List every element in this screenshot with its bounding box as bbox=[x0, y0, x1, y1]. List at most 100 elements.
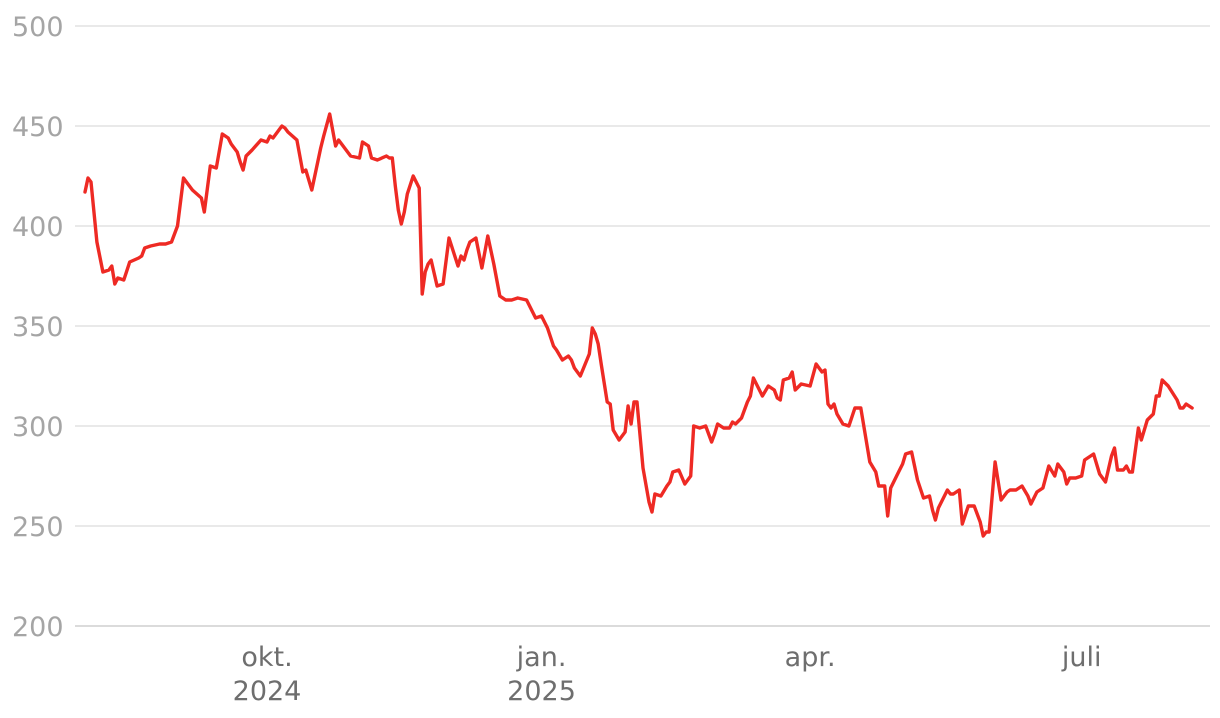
data-point bbox=[654, 493, 656, 495]
data-point bbox=[129, 261, 131, 263]
data-point bbox=[752, 377, 755, 379]
data-point bbox=[561, 359, 564, 361]
data-point bbox=[1116, 469, 1119, 471]
data-point bbox=[469, 241, 471, 243]
data-point bbox=[985, 531, 987, 533]
data-point bbox=[1158, 395, 1160, 397]
data-point bbox=[251, 149, 253, 151]
data-point bbox=[1084, 459, 1086, 461]
data-point bbox=[335, 145, 337, 147]
data-point bbox=[111, 265, 113, 267]
data-point bbox=[182, 177, 185, 179]
data-point bbox=[979, 521, 981, 523]
data-point bbox=[660, 495, 662, 497]
data-point bbox=[890, 487, 892, 489]
data-point bbox=[460, 255, 462, 257]
data-point bbox=[1128, 471, 1130, 473]
data-point bbox=[779, 399, 781, 401]
data-point bbox=[946, 489, 949, 491]
data-point bbox=[245, 155, 247, 157]
data-point bbox=[666, 485, 668, 487]
data-point bbox=[221, 133, 223, 135]
data-point bbox=[836, 413, 838, 415]
data-point bbox=[361, 141, 364, 143]
data-point bbox=[827, 403, 829, 405]
y-tick-label-500: 500 bbox=[12, 12, 64, 43]
data-point bbox=[430, 259, 432, 261]
data-point bbox=[860, 407, 862, 409]
data-point bbox=[305, 169, 307, 171]
data-point bbox=[191, 189, 193, 191]
data-point bbox=[731, 421, 734, 423]
data-point bbox=[406, 193, 408, 195]
data-point bbox=[723, 427, 725, 429]
y-tick-label-300: 300 bbox=[12, 412, 64, 443]
data-point bbox=[329, 113, 331, 115]
data-point bbox=[988, 531, 990, 533]
y-tick-label-350: 350 bbox=[12, 312, 64, 343]
data-point bbox=[869, 461, 871, 463]
data-point bbox=[878, 485, 880, 487]
series-line-0 bbox=[83, 112, 1194, 538]
data-point bbox=[1006, 491, 1008, 493]
data-point bbox=[755, 383, 758, 385]
data-point bbox=[937, 507, 940, 509]
data-point bbox=[418, 187, 420, 189]
data-point bbox=[958, 489, 960, 491]
data-point bbox=[117, 277, 119, 279]
data-point bbox=[1009, 489, 1011, 491]
data-point bbox=[287, 131, 289, 133]
y-tick-label-450: 450 bbox=[12, 112, 64, 143]
data-point bbox=[203, 211, 205, 213]
data-point bbox=[176, 225, 179, 227]
data-point bbox=[350, 155, 352, 157]
data-point bbox=[108, 269, 110, 271]
data-point bbox=[481, 267, 483, 269]
gridlines bbox=[75, 25, 1210, 627]
data-point bbox=[526, 299, 528, 301]
data-point bbox=[788, 377, 790, 379]
data-point bbox=[200, 197, 202, 199]
y-axis-tick-labels: 500 450 400 350 300 250 200 bbox=[12, 12, 64, 643]
data-point bbox=[344, 147, 346, 149]
data-point bbox=[376, 159, 378, 161]
data-point bbox=[242, 169, 244, 171]
data-point bbox=[693, 425, 695, 427]
data-point bbox=[746, 401, 749, 403]
data-point bbox=[138, 257, 140, 259]
data-point bbox=[624, 431, 626, 433]
data-point bbox=[809, 385, 811, 387]
data-point bbox=[114, 283, 116, 285]
data-point bbox=[1048, 465, 1050, 467]
data-point bbox=[794, 389, 796, 391]
data-point bbox=[949, 493, 952, 495]
data-point bbox=[1030, 503, 1032, 505]
data-point bbox=[457, 265, 459, 267]
data-point bbox=[1036, 491, 1038, 493]
data-point bbox=[400, 223, 402, 225]
data-point bbox=[302, 171, 304, 173]
data-point bbox=[96, 241, 98, 243]
data-point bbox=[1179, 407, 1181, 409]
data-point bbox=[311, 189, 313, 191]
data-point bbox=[678, 469, 680, 471]
data-point bbox=[1104, 481, 1107, 483]
data-point bbox=[773, 389, 775, 391]
data-point bbox=[236, 151, 238, 153]
data-point bbox=[740, 417, 743, 419]
data-point bbox=[370, 157, 373, 159]
data-point bbox=[540, 315, 543, 317]
data-point bbox=[591, 327, 593, 329]
data-point bbox=[442, 283, 444, 285]
data-point bbox=[463, 259, 465, 261]
data-point bbox=[215, 167, 217, 169]
data-point bbox=[535, 317, 537, 319]
data-point bbox=[320, 147, 322, 149]
data-point bbox=[165, 243, 167, 245]
data-point bbox=[911, 451, 913, 453]
data-point bbox=[633, 401, 635, 403]
data-point bbox=[1152, 413, 1154, 415]
data-point bbox=[824, 369, 826, 371]
data-point bbox=[848, 425, 850, 427]
data-point bbox=[961, 523, 963, 525]
